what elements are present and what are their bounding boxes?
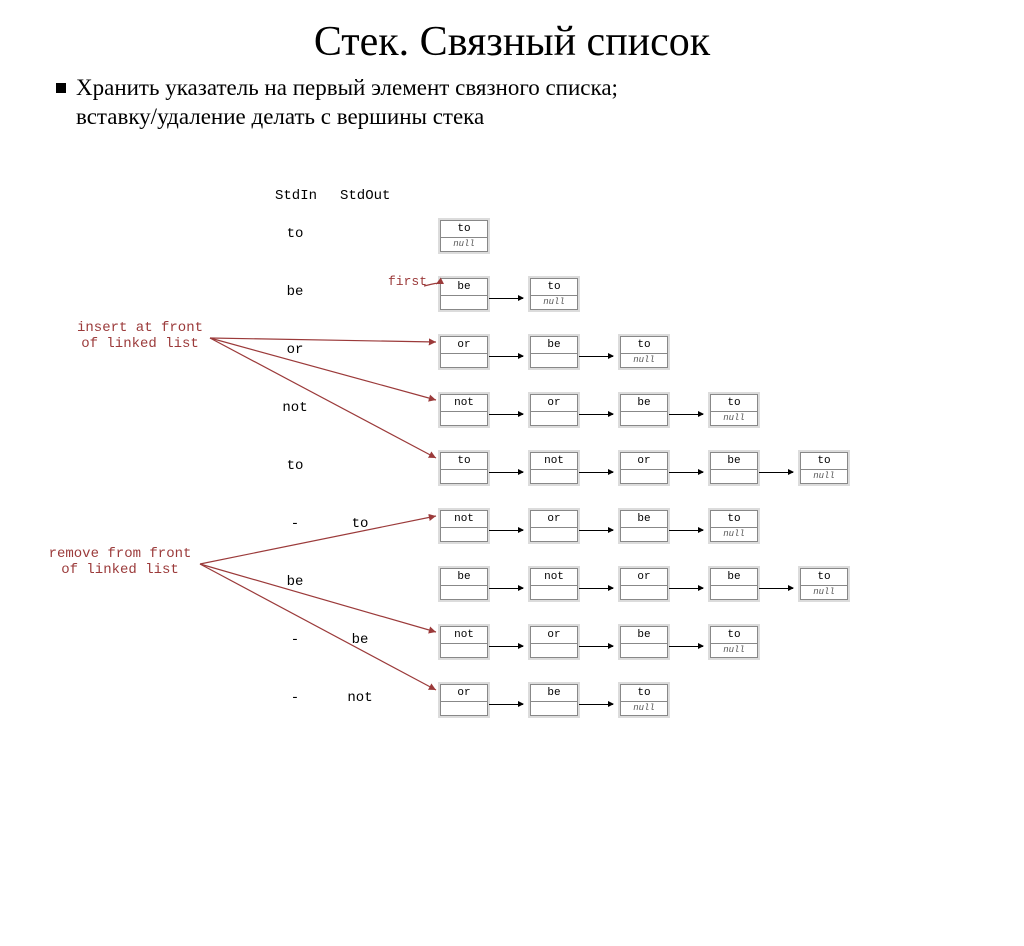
stack-diagram: StdInStdOuttotonullbebe tonulloror be to… bbox=[10, 178, 1014, 776]
pointer-arrow-icon bbox=[10, 178, 1024, 946]
page-title: Стек. Связный список bbox=[0, 18, 1024, 66]
bullet-icon bbox=[56, 83, 66, 93]
subtitle: Хранить указатель на первый элемент связ… bbox=[0, 74, 1024, 132]
subtitle-line1: Хранить указатель на первый элемент связ… bbox=[76, 75, 618, 100]
subtitle-line2: вставку/удаление делать с вершины стека bbox=[76, 104, 484, 129]
